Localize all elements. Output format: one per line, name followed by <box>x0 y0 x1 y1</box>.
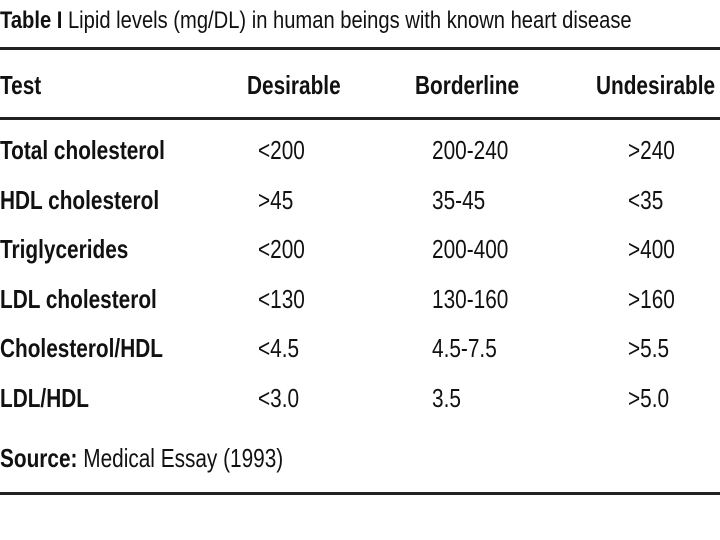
cell: >400 <box>628 234 675 264</box>
table-title: Table I Lipid levels (mg/DL) in human be… <box>0 6 632 36</box>
title-label: Table I <box>0 7 63 34</box>
rule <box>0 492 720 495</box>
cell: >5.0 <box>628 382 670 413</box>
cell: 3.5 <box>432 382 461 413</box>
source-text: Medical Essay (1993) <box>83 443 284 473</box>
cell: 130-160 <box>432 283 509 314</box>
cell: 4.5-7.5 <box>432 333 497 363</box>
cell: <200 <box>258 135 305 165</box>
rule <box>0 47 720 50</box>
header-cell: Undesirable <box>596 70 716 100</box>
cell: <4.5 <box>258 333 300 363</box>
cell: >5.5 <box>628 333 670 363</box>
row-label: LDL/HDL <box>0 382 89 413</box>
header-cell: Test <box>0 70 42 100</box>
title-text: Lipid levels (mg/DL) in human beings wit… <box>67 7 632 34</box>
cell: 35-45 <box>432 184 486 215</box>
cell: >240 <box>628 135 675 165</box>
cell: <3.0 <box>258 382 300 413</box>
row-label: Cholesterol/HDL <box>0 333 163 363</box>
row-label: HDL cholesterol <box>0 184 160 215</box>
cell: <130 <box>258 283 305 314</box>
source-label: Source: <box>0 443 78 473</box>
header-cell: Desirable <box>247 70 341 100</box>
header-cell: Borderline <box>415 70 520 100</box>
cell: <200 <box>258 234 305 264</box>
cell: <35 <box>628 184 664 215</box>
row-label: Triglycerides <box>0 234 129 264</box>
row-label: Total cholesterol <box>0 135 165 165</box>
rule <box>0 117 720 120</box>
cell: 200-400 <box>432 234 509 264</box>
cell: >45 <box>258 184 294 215</box>
source: Source: Medical Essay (1993) <box>0 443 283 473</box>
row-label: LDL cholesterol <box>0 283 157 314</box>
cell: >160 <box>628 283 675 314</box>
cell: 200-240 <box>432 135 509 165</box>
